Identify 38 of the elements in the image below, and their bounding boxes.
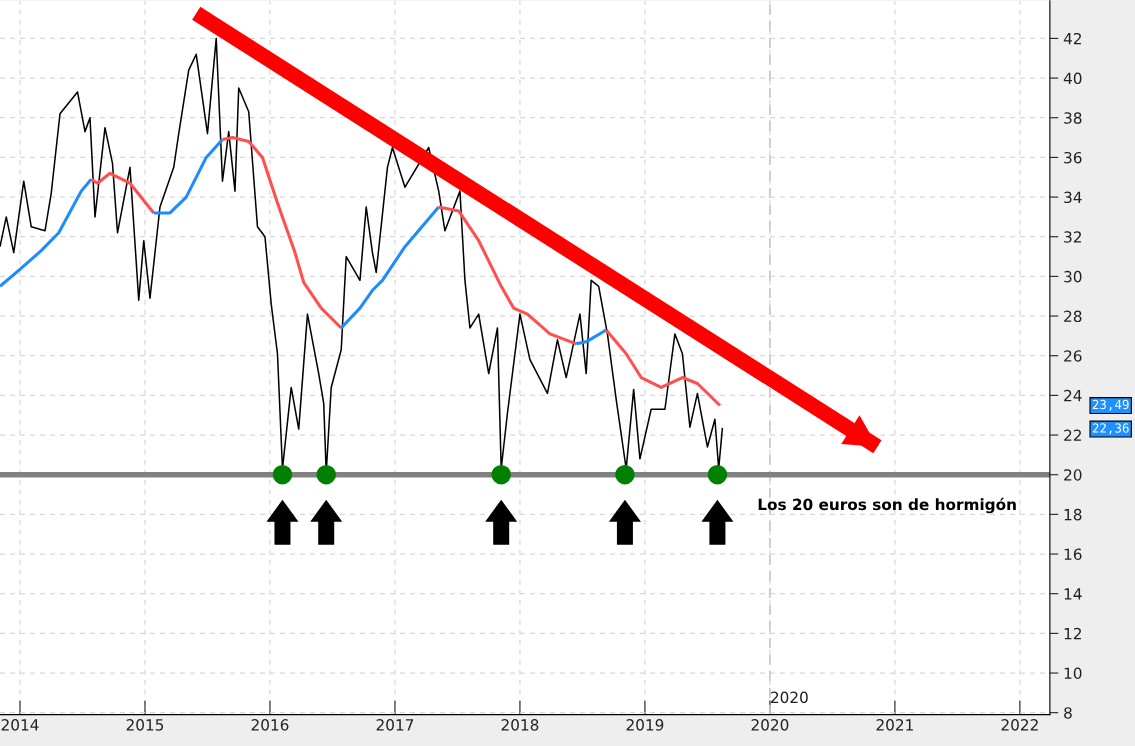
text: 22,36 [1092, 423, 1129, 435]
x-tick-label: 2015 [126, 719, 164, 731]
line-series [604, 328, 722, 408]
y-tick-label: 18 [1064, 508, 1082, 521]
x-tick-label: 2022 [1001, 719, 1038, 731]
y-tick-label: 10 [1064, 667, 1082, 680]
x-tick-label: 2018 [501, 719, 539, 731]
y-tick-label: 22 [1064, 429, 1081, 441]
y-tick-label: 24 [1064, 389, 1082, 402]
y-tick-label: 28 [1064, 310, 1082, 323]
y-tick-label: 14 [1064, 588, 1082, 600]
line-series [0, 177, 93, 288]
x-tick-label: 2020 [751, 719, 789, 731]
line-series [220, 136, 343, 330]
x-tick-label: 2021 [876, 719, 913, 731]
y-tick-label: 40 [1063, 72, 1082, 85]
y-tick-label: 34 [1064, 191, 1082, 204]
x-tick-label: 2016 [251, 719, 289, 731]
y-tick-label: 20 [1064, 469, 1082, 481]
line-series [152, 138, 224, 215]
y-tick-label: 36 [1064, 151, 1082, 164]
y-tick-label: 8 [1064, 707, 1072, 719]
y-tick-label: 26 [1064, 350, 1082, 362]
x-tick-label: 2014 [1, 719, 39, 731]
y-tick-label: 42 [1063, 32, 1081, 45]
line-series [339, 205, 441, 330]
annotation: Los 20 euros son de hormigón [758, 497, 1016, 514]
y-tick-label: 32 [1064, 231, 1081, 243]
y-tick-label: 12 [1064, 627, 1081, 640]
ref-line-label: 2020 [771, 691, 808, 704]
x-tick-label: 2017 [376, 719, 414, 731]
x-tick-label: 2019 [626, 719, 664, 731]
text: 23,49 [1092, 399, 1129, 411]
y-tick-label: 30 [1064, 270, 1082, 283]
y-tick-label: 16 [1064, 548, 1082, 561]
line-series [89, 171, 156, 215]
line-series [437, 205, 578, 346]
y-tick-label: 38 [1064, 112, 1082, 124]
